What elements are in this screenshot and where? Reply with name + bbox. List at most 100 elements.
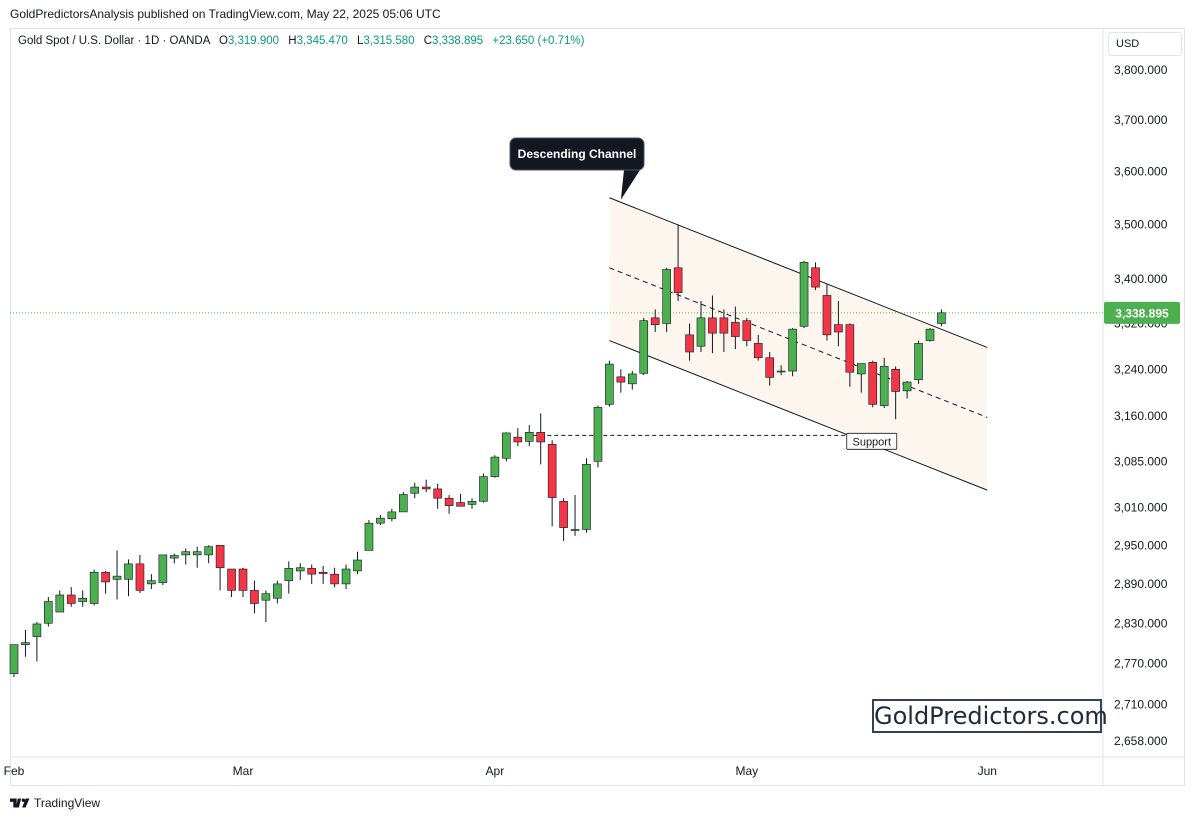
candle-up[interactable]: [376, 517, 385, 524]
candle-down[interactable]: [444, 497, 454, 506]
candle-up[interactable]: [788, 328, 797, 372]
candle-down[interactable]: [559, 501, 568, 528]
candle-up[interactable]: [582, 464, 591, 530]
candle-up[interactable]: [524, 432, 534, 442]
candle-up[interactable]: [398, 494, 408, 513]
candle-up[interactable]: [914, 343, 923, 381]
candle-down[interactable]: [708, 317, 717, 334]
candle-up[interactable]: [364, 522, 374, 551]
candle-up[interactable]: [261, 593, 271, 601]
callout-bubble[interactable]: [509, 137, 645, 171]
publication-line: GoldPredictorsAnalysis published on Trad…: [10, 7, 441, 21]
tradingview-footer[interactable]: TradingView: [10, 796, 100, 810]
candle-down[interactable]: [822, 295, 832, 336]
candle-up[interactable]: [799, 262, 809, 327]
candle-down[interactable]: [456, 502, 465, 507]
candle-down[interactable]: [101, 571, 110, 583]
price-tick-label: 3,160.000: [1114, 409, 1168, 423]
time-tick-label: Apr: [486, 764, 505, 778]
candle-up[interactable]: [170, 555, 179, 559]
candle-down[interactable]: [845, 324, 855, 373]
candle-up[interactable]: [353, 559, 362, 572]
candle-up[interactable]: [662, 269, 671, 324]
candle-up[interactable]: [937, 312, 946, 324]
candle-down[interactable]: [868, 362, 878, 405]
time-tick-label: May: [735, 764, 758, 778]
candle-down[interactable]: [811, 267, 820, 288]
candle-down[interactable]: [891, 368, 900, 392]
candle-up[interactable]: [925, 328, 935, 341]
candle-up[interactable]: [570, 529, 580, 531]
candle-down[interactable]: [753, 343, 763, 359]
candle-down[interactable]: [513, 436, 523, 443]
candle-down[interactable]: [135, 563, 145, 591]
candle-up[interactable]: [627, 373, 637, 385]
candle-up[interactable]: [879, 366, 889, 406]
candle-up[interactable]: [776, 370, 786, 373]
candle-up[interactable]: [502, 432, 511, 459]
support-label-box: [846, 432, 898, 450]
candle-up[interactable]: [55, 594, 65, 613]
candle-up[interactable]: [295, 567, 305, 572]
candle-down[interactable]: [547, 444, 557, 498]
candle-up[interactable]: [593, 407, 603, 462]
callout-pointer: [620, 170, 640, 200]
last-price-tag: [1104, 301, 1180, 324]
candle-up[interactable]: [490, 456, 500, 477]
symbol-name: Gold Spot / U.S. Dollar · 1D · OANDA: [18, 35, 210, 47]
candle-down[interactable]: [731, 322, 740, 337]
price-tick-label: 3,240.000: [1114, 362, 1168, 376]
candle-up[interactable]: [284, 568, 294, 581]
candle-down[interactable]: [307, 568, 317, 575]
candle-up[interactable]: [856, 363, 866, 375]
candle-up[interactable]: [204, 546, 213, 556]
candle-up[interactable]: [112, 575, 122, 580]
candle-up[interactable]: [44, 601, 53, 624]
candle-up[interactable]: [21, 642, 30, 645]
candle-up[interactable]: [192, 551, 202, 556]
candle-up[interactable]: [410, 486, 420, 494]
candle-down[interactable]: [685, 334, 694, 353]
candle-up[interactable]: [9, 644, 19, 675]
candle-down[interactable]: [238, 568, 248, 591]
candle-down[interactable]: [765, 357, 775, 378]
price-tick-label: 3,085.000: [1114, 454, 1168, 468]
candle-down[interactable]: [330, 573, 339, 585]
candle-down[interactable]: [227, 568, 236, 591]
candle-down[interactable]: [215, 545, 225, 569]
candle-up[interactable]: [341, 568, 351, 585]
candle-up[interactable]: [902, 381, 912, 392]
symbol-legend: Gold Spot / U.S. Dollar · 1D · OANDA O3,…: [18, 35, 585, 47]
candle-down[interactable]: [616, 376, 626, 383]
candle-down[interactable]: [318, 571, 328, 574]
candle-up[interactable]: [124, 563, 133, 580]
candle-down[interactable]: [742, 320, 752, 341]
candle-up[interactable]: [605, 363, 614, 405]
candle-down[interactable]: [719, 317, 729, 334]
candle-up[interactable]: [32, 623, 42, 637]
candle-up[interactable]: [467, 501, 477, 505]
candle-down[interactable]: [673, 267, 683, 293]
candle-up[interactable]: [78, 597, 87, 602]
candle-down[interactable]: [433, 488, 442, 499]
candle-down[interactable]: [421, 486, 431, 490]
candle-up[interactable]: [696, 317, 706, 347]
price-tick-label: 3,800.000: [1114, 63, 1168, 77]
candle-up[interactable]: [89, 571, 99, 604]
candle-up[interactable]: [273, 583, 282, 599]
candle-up[interactable]: [639, 320, 649, 374]
open-label: O: [218, 35, 228, 47]
candle-up[interactable]: [387, 511, 397, 520]
candle-up[interactable]: [479, 476, 488, 502]
candle-down[interactable]: [536, 432, 546, 443]
candle-up[interactable]: [147, 580, 156, 585]
candle-up[interactable]: [158, 554, 168, 583]
candle-down[interactable]: [834, 324, 843, 333]
candle-down[interactable]: [66, 594, 76, 604]
price-tick-label: 3,600.000: [1114, 165, 1168, 179]
candle-down[interactable]: [250, 590, 259, 604]
candle-down[interactable]: [650, 317, 660, 325]
candle-up[interactable]: [181, 551, 191, 556]
currency-selector[interactable]: USD: [1108, 32, 1182, 56]
